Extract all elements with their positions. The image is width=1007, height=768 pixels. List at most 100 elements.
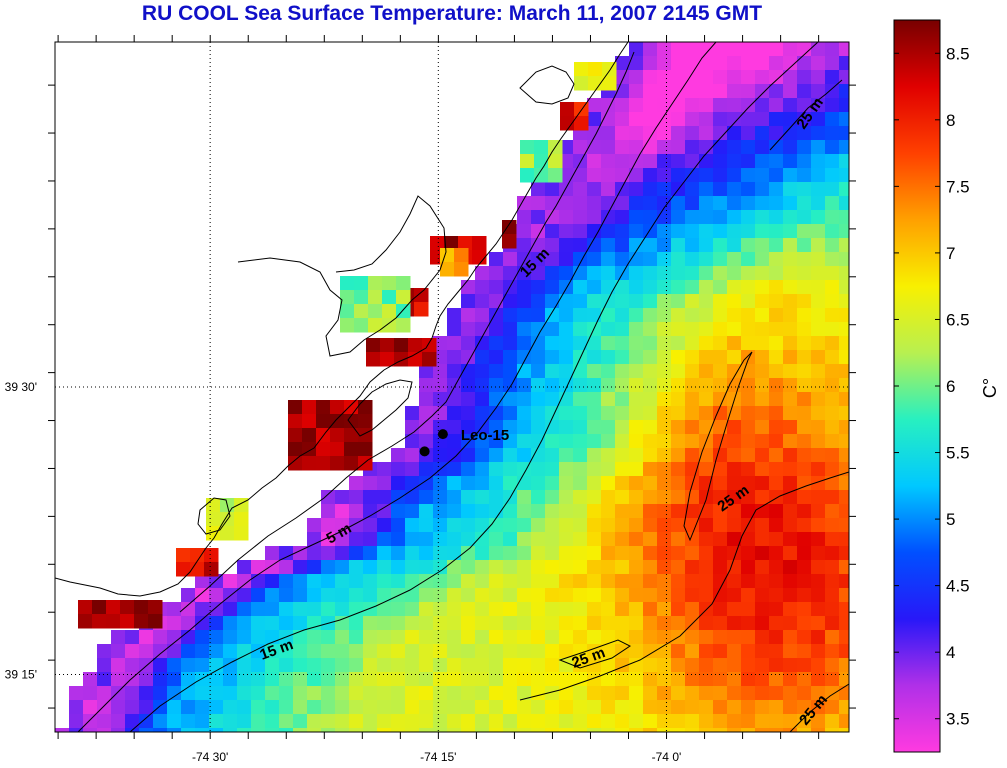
heatmap-cell (657, 308, 672, 323)
heatmap-cell (783, 336, 798, 351)
heatmap-cell (316, 400, 331, 415)
heatmap-cell (601, 448, 616, 463)
heatmap-cell (461, 336, 476, 351)
heatmap-cell (671, 350, 686, 365)
heatmap-cell (797, 560, 812, 575)
heatmap-cell (755, 532, 770, 547)
heatmap-cell (148, 600, 163, 615)
heatmap-cell (307, 518, 322, 533)
bay-outline (237, 195, 447, 357)
heatmap-cell (377, 490, 392, 505)
heatmap-cell (685, 224, 700, 239)
heatmap-cell (755, 490, 770, 505)
heatmap-cell (825, 714, 840, 729)
heatmap-cell (755, 588, 770, 603)
heatmap-cell (433, 546, 448, 561)
heatmap-cell (520, 154, 535, 169)
heatmap-cell (615, 448, 630, 463)
heatmap-cell (517, 602, 532, 617)
heatmap-cell (363, 714, 378, 729)
heatmap-cell (797, 266, 812, 281)
heatmap-cell (288, 414, 303, 429)
heatmap-cell (489, 700, 504, 715)
heatmap-cell (713, 588, 728, 603)
heatmap-cell (545, 574, 560, 589)
heatmap-cell (316, 442, 331, 457)
heatmap-cell (797, 448, 812, 463)
heatmap-cell (727, 672, 742, 687)
heatmap-cell (293, 574, 308, 589)
heatmap-cell (502, 234, 517, 249)
heatmap-cell (234, 512, 249, 527)
heatmap-cell (713, 518, 728, 533)
heatmap-cell (713, 714, 728, 729)
heatmap-cell (587, 420, 602, 435)
heatmap-cell (671, 532, 686, 547)
heatmap-cell (587, 518, 602, 533)
heatmap-cell (755, 266, 770, 281)
heatmap-cell (727, 518, 742, 533)
heatmap-cell (601, 294, 616, 309)
heatmap-cell (573, 308, 588, 323)
heatmap-cell (741, 546, 756, 561)
colorbar-tick-label: 5.5 (946, 444, 970, 463)
heatmap-cell (811, 420, 826, 435)
heatmap-cell (797, 476, 812, 491)
heatmap-cell (97, 728, 112, 732)
heatmap-cell (377, 644, 392, 659)
heatmap-cell (755, 686, 770, 701)
heatmap-cell (755, 126, 770, 141)
heatmap-cell (447, 588, 462, 603)
heatmap-cell (783, 266, 798, 281)
heatmap-cell (265, 588, 280, 603)
heatmap-cell (534, 168, 549, 183)
heatmap-cell (279, 686, 294, 701)
heatmap-cell (391, 476, 406, 491)
heatmap-cell (396, 290, 411, 305)
heatmap-cell (839, 392, 849, 407)
colorbar-tick-label: 5 (946, 510, 955, 529)
heatmap-cell (741, 532, 756, 547)
heatmap-cell (685, 294, 700, 309)
heatmap-cell (741, 224, 756, 239)
heatmap-cell (825, 448, 840, 463)
heatmap-cell (139, 630, 154, 645)
heatmap-cell (601, 728, 616, 732)
heatmap-cell (344, 428, 359, 443)
heatmap-cell (839, 406, 849, 421)
heatmap-cell (629, 238, 644, 253)
heatmap-cell (302, 400, 317, 415)
heatmap-cell (825, 406, 840, 421)
heatmap-cell (769, 392, 784, 407)
heatmap-cell (573, 672, 588, 687)
heatmap-cell (531, 182, 546, 197)
heatmap-cell (769, 126, 784, 141)
heatmap-cell (755, 406, 770, 421)
heatmap-cell (559, 406, 574, 421)
heatmap-cell (475, 308, 490, 323)
heatmap-cell (531, 616, 546, 631)
heatmap-cell (573, 378, 588, 393)
heatmap-cell (699, 462, 714, 477)
heatmap-cell (349, 728, 364, 732)
heatmap-cell (559, 546, 574, 561)
heatmap-cell (503, 294, 518, 309)
heatmap-cell (573, 658, 588, 673)
heatmap-cell (825, 728, 840, 732)
heatmap-cell (713, 364, 728, 379)
heatmap-cell (643, 700, 658, 715)
heatmap-cell (769, 238, 784, 253)
heatmap-cell (755, 728, 770, 732)
heatmap-cell (560, 102, 575, 117)
heatmap-cell (531, 574, 546, 589)
heatmap-cell (657, 84, 672, 99)
heatmap-cell (811, 182, 826, 197)
heatmap-cell (447, 336, 462, 351)
heatmap-cell (629, 532, 644, 547)
heatmap-cell (615, 182, 630, 197)
heatmap-cell (377, 602, 392, 617)
heatmap-cell (839, 154, 849, 169)
heatmap-cell (671, 252, 686, 267)
heatmap-cell (797, 490, 812, 505)
heatmap-cell (769, 336, 784, 351)
